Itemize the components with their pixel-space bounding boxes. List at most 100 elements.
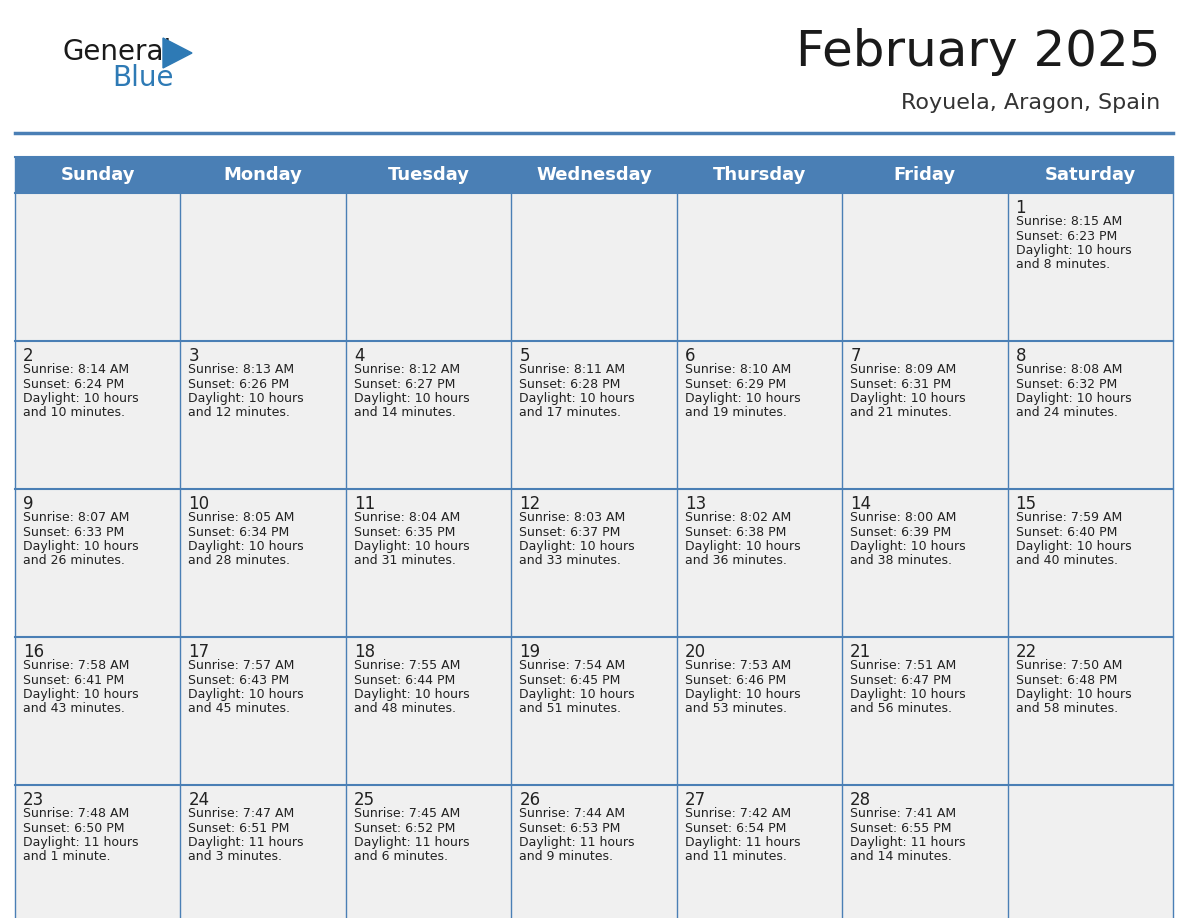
Text: Daylight: 10 hours: Daylight: 10 hours	[519, 392, 634, 405]
Text: Daylight: 10 hours: Daylight: 10 hours	[1016, 540, 1131, 553]
Text: 23: 23	[23, 791, 44, 809]
Text: Daylight: 11 hours: Daylight: 11 hours	[851, 836, 966, 849]
Text: Sunrise: 8:10 AM: Sunrise: 8:10 AM	[684, 363, 791, 376]
Text: Sunrise: 8:09 AM: Sunrise: 8:09 AM	[851, 363, 956, 376]
Text: Daylight: 10 hours: Daylight: 10 hours	[354, 392, 469, 405]
Text: Sunset: 6:43 PM: Sunset: 6:43 PM	[189, 674, 290, 687]
Text: Daylight: 10 hours: Daylight: 10 hours	[519, 540, 634, 553]
Text: Blue: Blue	[112, 64, 173, 92]
Text: 6: 6	[684, 347, 695, 365]
Text: and 21 minutes.: and 21 minutes.	[851, 407, 952, 420]
Text: Daylight: 10 hours: Daylight: 10 hours	[354, 540, 469, 553]
Text: and 36 minutes.: and 36 minutes.	[684, 554, 786, 567]
Text: Sunrise: 7:42 AM: Sunrise: 7:42 AM	[684, 807, 791, 820]
Text: Sunrise: 7:48 AM: Sunrise: 7:48 AM	[23, 807, 129, 820]
Text: Sunrise: 8:02 AM: Sunrise: 8:02 AM	[684, 511, 791, 524]
Text: 17: 17	[189, 643, 209, 661]
Text: Sunrise: 7:57 AM: Sunrise: 7:57 AM	[189, 659, 295, 672]
Text: and 14 minutes.: and 14 minutes.	[354, 407, 456, 420]
Text: Sunrise: 8:11 AM: Sunrise: 8:11 AM	[519, 363, 625, 376]
Text: Royuela, Aragon, Spain: Royuela, Aragon, Spain	[901, 93, 1159, 113]
Text: Sunset: 6:47 PM: Sunset: 6:47 PM	[851, 674, 952, 687]
Text: Sunrise: 8:12 AM: Sunrise: 8:12 AM	[354, 363, 460, 376]
Text: 24: 24	[189, 791, 209, 809]
Text: Sunrise: 7:44 AM: Sunrise: 7:44 AM	[519, 807, 625, 820]
Text: Daylight: 10 hours: Daylight: 10 hours	[684, 392, 801, 405]
Text: Sunrise: 7:59 AM: Sunrise: 7:59 AM	[1016, 511, 1121, 524]
Text: Daylight: 11 hours: Daylight: 11 hours	[189, 836, 304, 849]
Text: and 31 minutes.: and 31 minutes.	[354, 554, 456, 567]
Text: and 9 minutes.: and 9 minutes.	[519, 850, 613, 864]
Text: and 56 minutes.: and 56 minutes.	[851, 702, 952, 715]
Text: Sunset: 6:48 PM: Sunset: 6:48 PM	[1016, 674, 1117, 687]
Text: General: General	[62, 38, 171, 66]
Text: Sunset: 6:35 PM: Sunset: 6:35 PM	[354, 525, 455, 539]
Text: Sunset: 6:32 PM: Sunset: 6:32 PM	[1016, 377, 1117, 390]
Text: Sunrise: 7:55 AM: Sunrise: 7:55 AM	[354, 659, 460, 672]
Text: Sunrise: 8:00 AM: Sunrise: 8:00 AM	[851, 511, 956, 524]
Text: Sunrise: 7:54 AM: Sunrise: 7:54 AM	[519, 659, 626, 672]
Text: 21: 21	[851, 643, 871, 661]
Text: 5: 5	[519, 347, 530, 365]
Text: Daylight: 10 hours: Daylight: 10 hours	[684, 540, 801, 553]
Text: Sunrise: 7:51 AM: Sunrise: 7:51 AM	[851, 659, 956, 672]
Text: Sunset: 6:55 PM: Sunset: 6:55 PM	[851, 822, 952, 834]
Text: Sunset: 6:31 PM: Sunset: 6:31 PM	[851, 377, 952, 390]
Text: and 53 minutes.: and 53 minutes.	[684, 702, 786, 715]
Text: Sunset: 6:45 PM: Sunset: 6:45 PM	[519, 674, 620, 687]
Text: Sunrise: 8:05 AM: Sunrise: 8:05 AM	[189, 511, 295, 524]
Text: and 40 minutes.: and 40 minutes.	[1016, 554, 1118, 567]
Text: Sunday: Sunday	[61, 166, 135, 184]
Text: and 1 minute.: and 1 minute.	[23, 850, 110, 864]
Text: Sunrise: 8:14 AM: Sunrise: 8:14 AM	[23, 363, 129, 376]
Text: Daylight: 10 hours: Daylight: 10 hours	[189, 392, 304, 405]
Text: and 51 minutes.: and 51 minutes.	[519, 702, 621, 715]
Text: Sunset: 6:54 PM: Sunset: 6:54 PM	[684, 822, 786, 834]
Text: and 38 minutes.: and 38 minutes.	[851, 554, 952, 567]
Text: Sunset: 6:39 PM: Sunset: 6:39 PM	[851, 525, 952, 539]
Text: Sunset: 6:38 PM: Sunset: 6:38 PM	[684, 525, 786, 539]
Text: 2: 2	[23, 347, 33, 365]
Text: and 26 minutes.: and 26 minutes.	[23, 554, 125, 567]
Text: 27: 27	[684, 791, 706, 809]
Text: Daylight: 10 hours: Daylight: 10 hours	[1016, 688, 1131, 701]
Text: Thursday: Thursday	[713, 166, 807, 184]
Text: 18: 18	[354, 643, 375, 661]
Text: Sunset: 6:37 PM: Sunset: 6:37 PM	[519, 525, 620, 539]
Text: Sunset: 6:40 PM: Sunset: 6:40 PM	[1016, 525, 1117, 539]
Text: February 2025: February 2025	[796, 28, 1159, 76]
Text: Sunrise: 8:08 AM: Sunrise: 8:08 AM	[1016, 363, 1121, 376]
Text: Sunset: 6:41 PM: Sunset: 6:41 PM	[23, 674, 125, 687]
Bar	[15, 193, 1173, 341]
Text: and 48 minutes.: and 48 minutes.	[354, 702, 456, 715]
Text: and 3 minutes.: and 3 minutes.	[189, 850, 283, 864]
Text: 15: 15	[1016, 495, 1037, 513]
Text: 25: 25	[354, 791, 375, 809]
Text: Saturday: Saturday	[1044, 166, 1136, 184]
Text: Daylight: 11 hours: Daylight: 11 hours	[23, 836, 139, 849]
Text: 9: 9	[23, 495, 33, 513]
Bar	[15, 489, 1173, 637]
Text: Daylight: 10 hours: Daylight: 10 hours	[1016, 244, 1131, 257]
Text: Sunset: 6:53 PM: Sunset: 6:53 PM	[519, 822, 620, 834]
Text: Sunrise: 7:50 AM: Sunrise: 7:50 AM	[1016, 659, 1121, 672]
Text: and 14 minutes.: and 14 minutes.	[851, 850, 952, 864]
Text: 13: 13	[684, 495, 706, 513]
Text: and 10 minutes.: and 10 minutes.	[23, 407, 125, 420]
Text: 20: 20	[684, 643, 706, 661]
Text: Sunrise: 8:15 AM: Sunrise: 8:15 AM	[1016, 215, 1121, 228]
Text: Daylight: 10 hours: Daylight: 10 hours	[851, 688, 966, 701]
Text: Daylight: 10 hours: Daylight: 10 hours	[851, 540, 966, 553]
Text: Daylight: 11 hours: Daylight: 11 hours	[519, 836, 634, 849]
Text: Sunset: 6:24 PM: Sunset: 6:24 PM	[23, 377, 125, 390]
Text: Sunrise: 7:53 AM: Sunrise: 7:53 AM	[684, 659, 791, 672]
Text: Sunset: 6:27 PM: Sunset: 6:27 PM	[354, 377, 455, 390]
Text: Sunrise: 7:47 AM: Sunrise: 7:47 AM	[189, 807, 295, 820]
Text: Sunrise: 7:58 AM: Sunrise: 7:58 AM	[23, 659, 129, 672]
Text: Sunset: 6:28 PM: Sunset: 6:28 PM	[519, 377, 620, 390]
Text: Sunrise: 7:41 AM: Sunrise: 7:41 AM	[851, 807, 956, 820]
Text: Sunset: 6:23 PM: Sunset: 6:23 PM	[1016, 230, 1117, 242]
Text: Daylight: 10 hours: Daylight: 10 hours	[519, 688, 634, 701]
Text: Sunrise: 8:04 AM: Sunrise: 8:04 AM	[354, 511, 460, 524]
Text: Daylight: 10 hours: Daylight: 10 hours	[189, 688, 304, 701]
